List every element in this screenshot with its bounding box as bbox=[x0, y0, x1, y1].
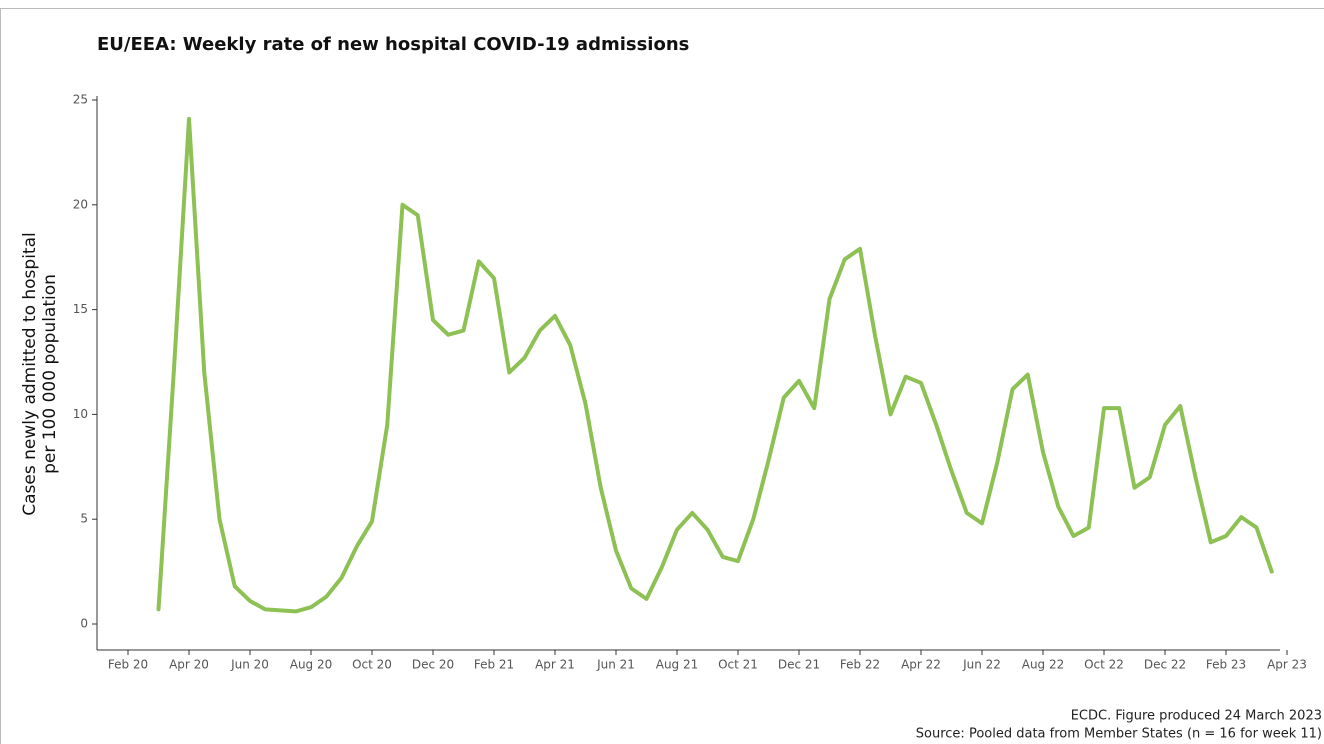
x-tick-label: Apr 20 bbox=[169, 658, 209, 672]
y-tick-label: 15 bbox=[73, 302, 88, 316]
y-tick-label: 0 bbox=[80, 617, 88, 631]
y-tick-label: 20 bbox=[73, 197, 88, 211]
y-tick-label: 25 bbox=[73, 93, 88, 107]
x-tick-label: Jun 22 bbox=[962, 658, 1001, 672]
frame bbox=[0, 8, 1324, 744]
y-axis-label: Cases newly admitted to hospital bbox=[20, 232, 40, 516]
x-tick-label: Dec 20 bbox=[412, 658, 454, 672]
x-tick-label: Apr 22 bbox=[901, 658, 941, 672]
footnote: ECDC. Figure produced 24 March 2023 bbox=[1071, 709, 1322, 724]
chart-title: EU/EEA: Weekly rate of new hospital COVI… bbox=[97, 34, 689, 55]
x-tick-label: Aug 20 bbox=[290, 658, 333, 672]
x-tick-label: Feb 21 bbox=[474, 658, 514, 672]
x-tick-label: Feb 20 bbox=[108, 658, 148, 672]
x-tick-label: Aug 21 bbox=[656, 658, 699, 672]
y-tick-label: 5 bbox=[80, 512, 88, 526]
x-tick-label: Jun 21 bbox=[596, 658, 635, 672]
y-tick-label: 10 bbox=[73, 407, 88, 421]
x-tick-label: Apr 23 bbox=[1267, 658, 1307, 672]
y-axis-label: per 100 000 population bbox=[40, 274, 60, 474]
footnote: Source: Pooled data from Member States (… bbox=[916, 727, 1322, 742]
x-tick-label: Feb 22 bbox=[840, 658, 880, 672]
data-line bbox=[156, 116, 1274, 614]
x-tick-label: Feb 23 bbox=[1206, 658, 1246, 672]
x-tick-label: Jun 20 bbox=[230, 658, 269, 672]
x-tick-label: Apr 21 bbox=[535, 658, 575, 672]
x-tick-label: Dec 21 bbox=[778, 658, 820, 672]
x-tick-label: Dec 22 bbox=[1144, 658, 1186, 672]
x-tick-label: Oct 20 bbox=[352, 658, 392, 672]
x-tick-label: Oct 22 bbox=[1084, 658, 1124, 672]
x-tick-label: Aug 22 bbox=[1022, 658, 1065, 672]
x-tick-label: Oct 21 bbox=[718, 658, 758, 672]
